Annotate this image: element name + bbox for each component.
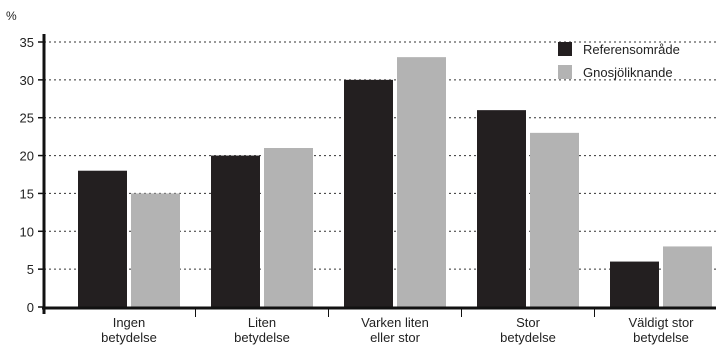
bar-referensomrade-1 [211, 155, 260, 307]
bars [78, 57, 712, 308]
bar-gnosjoliknande-1 [264, 148, 313, 307]
legend: Referensområde Gnosjöliknande [558, 42, 680, 80]
x-category-label-line: eller stor [370, 330, 421, 345]
x-category-label-line: Ingen [113, 315, 146, 330]
bar-gnosjoliknande-4 [663, 246, 712, 307]
y-axis-unit-label: % [6, 9, 17, 23]
legend-swatch-0 [558, 42, 572, 56]
legend-label-0: Referensområde [583, 42, 680, 57]
y-tick-label-15: 15 [20, 186, 34, 201]
y-tick-label-5: 5 [27, 262, 34, 277]
x-category-label-line: Liten [248, 315, 276, 330]
y-tick-label-10: 10 [20, 224, 34, 239]
x-category-label-line: betydelse [633, 330, 689, 345]
x-category-label-2: Varken liten eller stor [361, 315, 429, 345]
bar-referensomrade-2 [344, 79, 393, 307]
legend-label-1: Gnosjöliknande [583, 65, 673, 80]
bar-referensomrade-3 [477, 110, 526, 308]
x-category-label-0: Ingen betydelse [101, 315, 157, 345]
x-category-label-line: Stor [516, 315, 541, 330]
y-tick-label-20: 20 [20, 149, 34, 164]
x-category-label-4: Väldigt stor betydelse [628, 315, 694, 345]
x-category-label-line: Väldigt stor [628, 315, 694, 330]
bar-gnosjoliknande-2 [397, 57, 446, 308]
x-category-label-3: Stor betydelse [500, 315, 556, 345]
y-tick-label-0: 0 [27, 300, 34, 315]
y-tick-label-25: 25 [20, 111, 34, 126]
x-category-label-1: Liten betydelse [234, 315, 290, 345]
legend-swatch-1 [558, 65, 572, 79]
x-category-label-line: Varken liten [361, 315, 429, 330]
bar-gnosjoliknande-0 [131, 193, 180, 307]
y-axis: % 0 5 10 15 20 25 30 35 [6, 9, 46, 315]
x-category-label-line: betydelse [101, 330, 157, 345]
x-category-label-line: betydelse [500, 330, 556, 345]
bar-referensomrade-4 [610, 261, 659, 307]
x-category-label-line: betydelse [234, 330, 290, 345]
bar-gnosjoliknande-3 [530, 132, 579, 307]
y-tick-label-35: 35 [20, 35, 34, 50]
y-tick-label-30: 30 [20, 73, 34, 88]
bar-referensomrade-0 [78, 170, 127, 307]
